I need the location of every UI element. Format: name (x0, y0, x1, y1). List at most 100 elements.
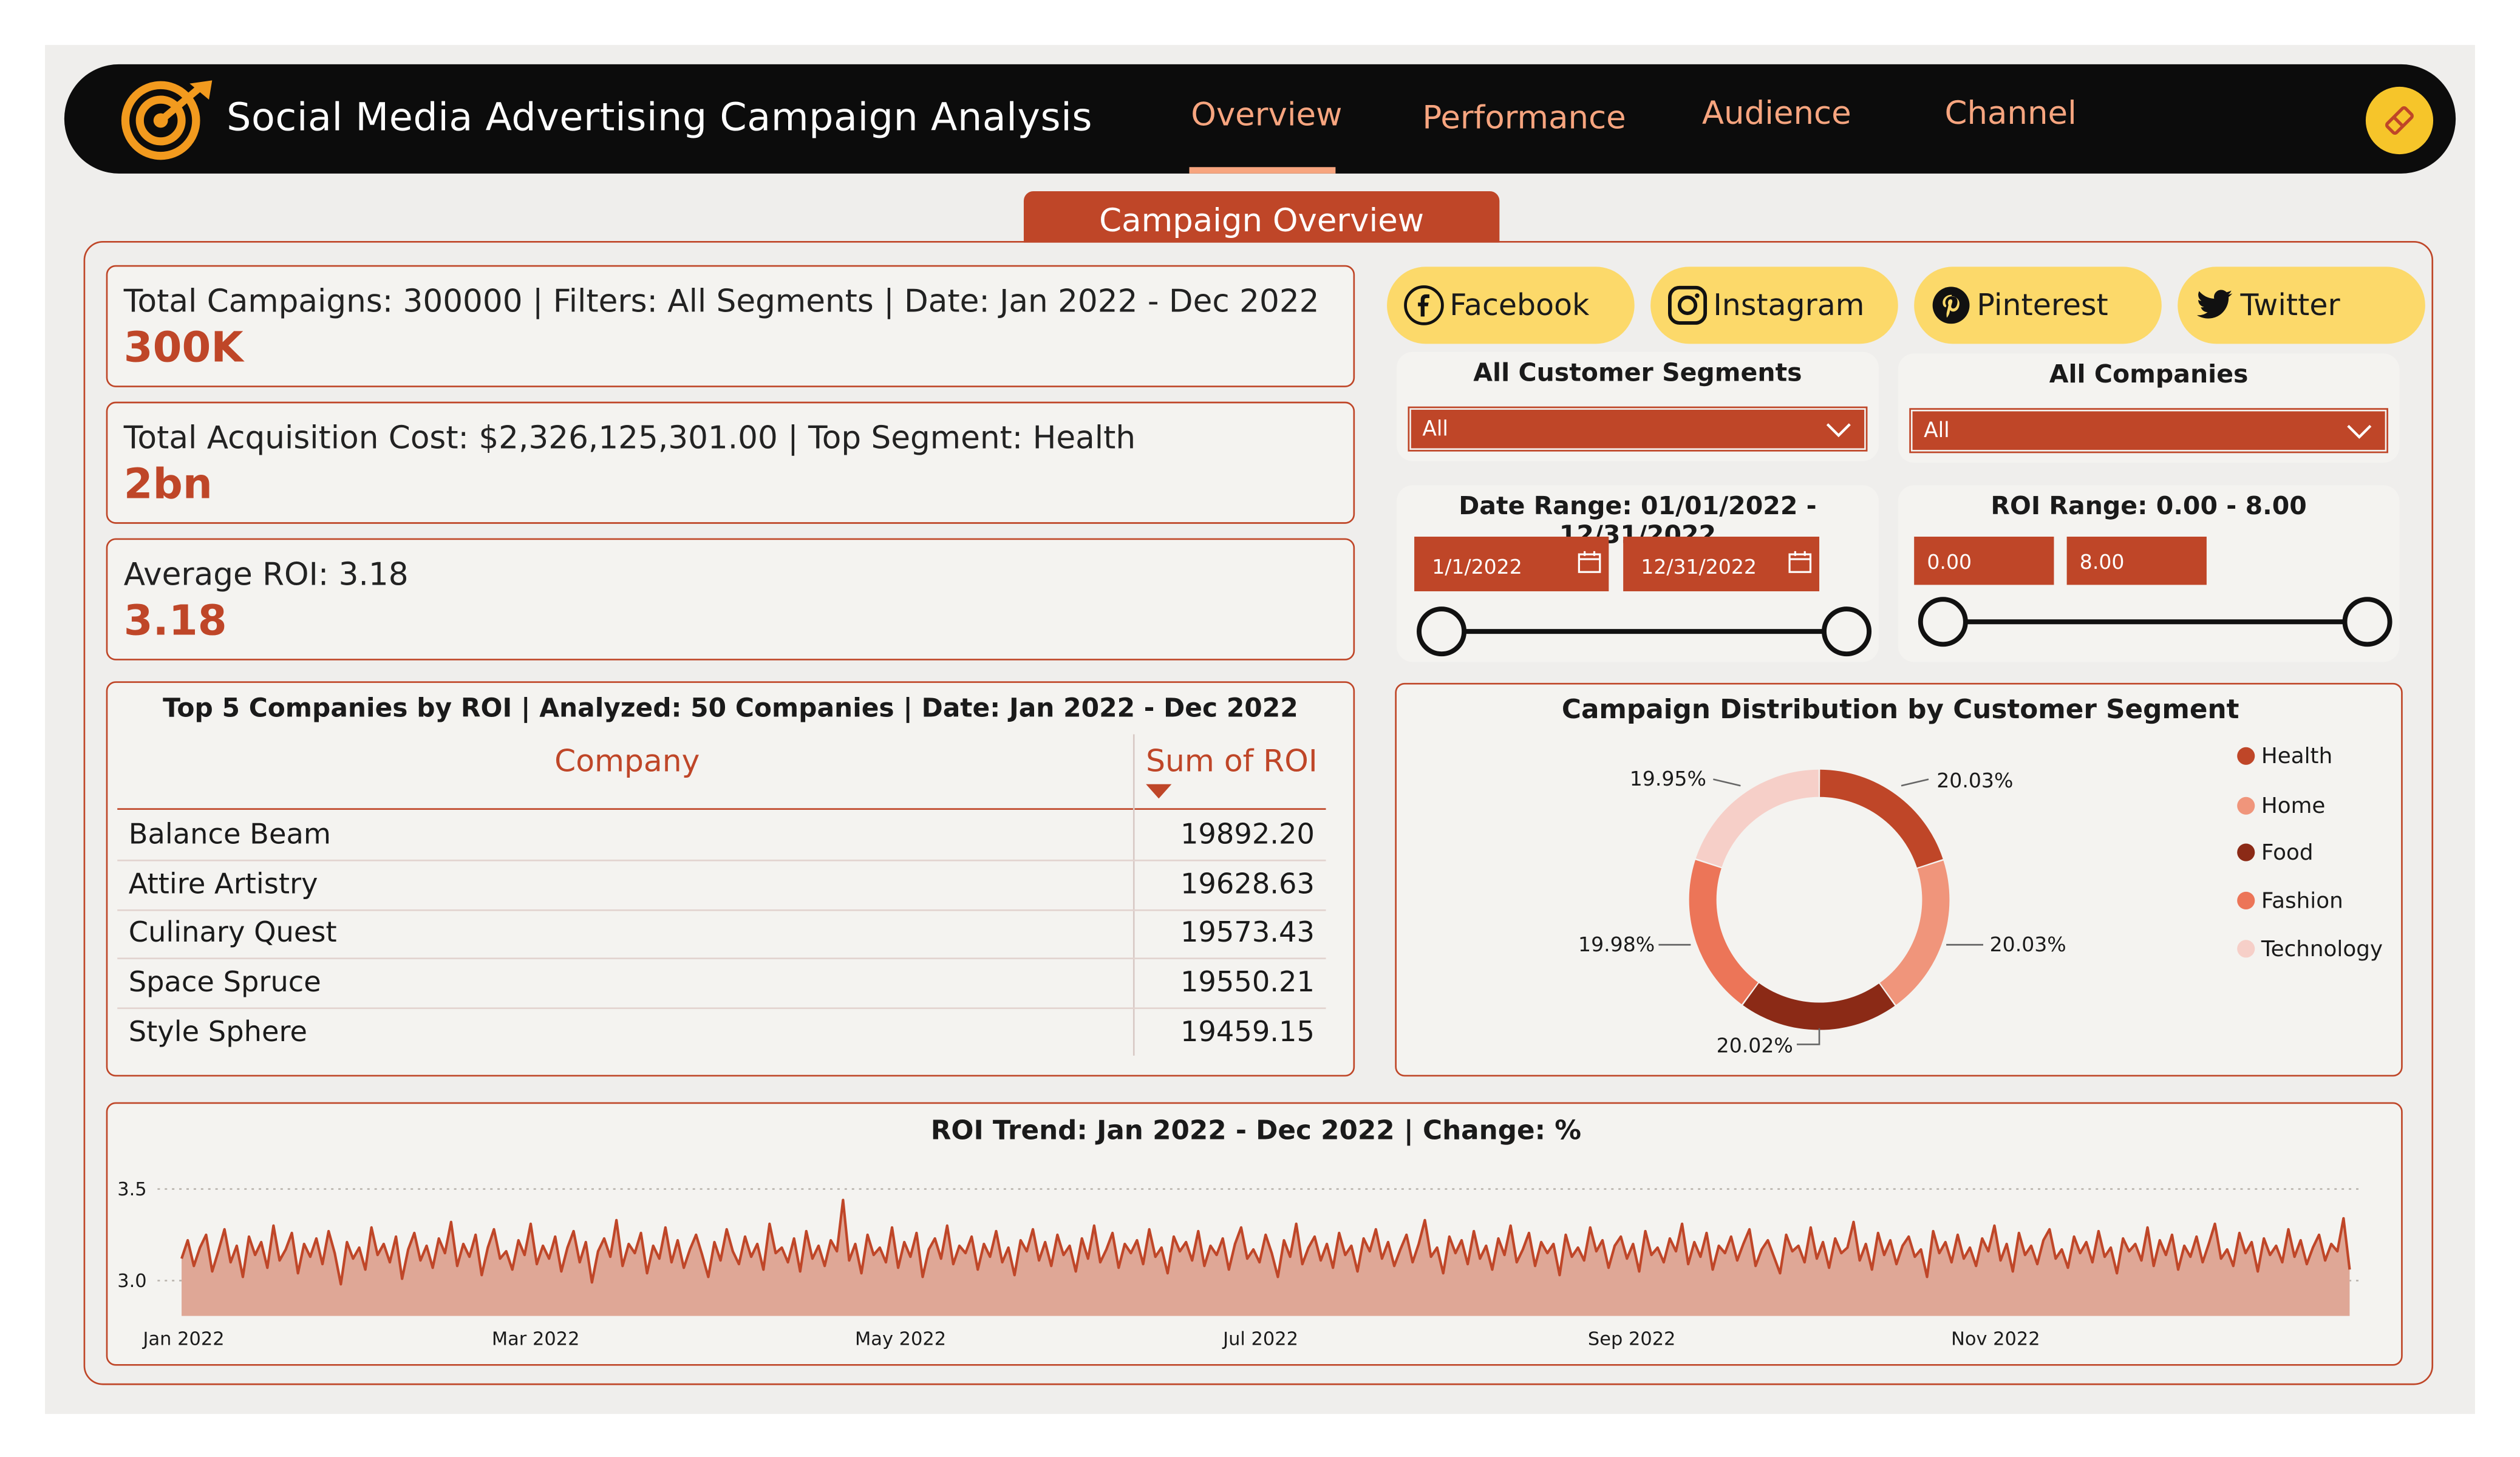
instagram-label: Instagram (1713, 288, 1865, 322)
companies-dropdown-value: All (1924, 419, 1950, 444)
end-date-input[interactable]: 12/31/2022 (1623, 536, 1820, 591)
roi-range-panel: ROI Range: 0.00 - 8.00 0.00 8.00 (1898, 485, 2400, 662)
legend-dot (2237, 796, 2255, 815)
tab-audience[interactable]: Audience (1701, 93, 1851, 132)
donut-slice-home[interactable] (1879, 860, 1950, 1005)
kpi-card-average-roi: Average ROI: 3.18 3.18 (106, 538, 1355, 661)
legend-item-fashion[interactable]: Fashion (2237, 889, 2343, 914)
roi-slider-max-handle[interactable] (2342, 597, 2392, 647)
twitter-icon (2197, 290, 2233, 319)
kpi-value: 2bn (123, 461, 213, 509)
table-row[interactable]: Space Spruce 19550.21 (117, 959, 1326, 1010)
tab-channel[interactable]: Channel (1944, 93, 2077, 132)
pct-label-home: 20.03% (1989, 932, 2066, 956)
roi-trend-chart (157, 1188, 2363, 1316)
leader-line (1901, 778, 1929, 787)
tab-overview[interactable]: Overview (1191, 95, 1343, 134)
table-row[interactable]: Culinary Quest 19573.43 (117, 909, 1326, 960)
company-cell: Balance Beam (128, 819, 331, 852)
legend-item-home[interactable]: Home (2237, 793, 2325, 820)
table-row[interactable]: Attire Artistry 19628.63 (117, 861, 1326, 911)
leader-line (1713, 778, 1741, 787)
legend-item-food[interactable]: Food (2237, 840, 2314, 866)
roi-area (182, 1200, 2350, 1316)
pct-label-fashion: 19.98% (1578, 932, 1655, 956)
campaign-overview-tab: Campaign Overview (1023, 191, 1500, 243)
roi-line (180, 1198, 2351, 1286)
chevron-down-icon (2347, 424, 2372, 439)
leader-line (1796, 1028, 1820, 1045)
calendar-icon (1578, 551, 1601, 573)
company-cell: Space Spruce (128, 967, 321, 1000)
legend-dot (2237, 891, 2255, 910)
roi-cell: 19628.63 (1180, 869, 1315, 902)
sort-descending-icon[interactable] (1146, 784, 1172, 799)
companies-filter-panel: All Companies All (1898, 353, 2400, 463)
twitter-button[interactable]: Twitter (2178, 267, 2425, 344)
column-header-company[interactable]: Company (554, 744, 700, 779)
donut-slice-technology[interactable] (1695, 769, 1819, 868)
roi-max-input[interactable]: 8.00 (2066, 536, 2207, 585)
target-logo-icon (116, 80, 216, 160)
legend-label: Food (2261, 840, 2314, 866)
eraser-button[interactable] (2365, 86, 2434, 155)
kpi-card-campaigns: Total Campaigns: 300000 | Filters: All S… (106, 265, 1355, 387)
legend-label: Fashion (2261, 888, 2343, 914)
legend-item-health[interactable]: Health (2237, 744, 2333, 770)
active-tab-indicator (1189, 167, 1336, 174)
kpi-value: 3.18 (123, 597, 227, 646)
start-date-input[interactable]: 1/1/2022 (1414, 536, 1609, 591)
donut-slice-health[interactable] (1820, 769, 1943, 868)
donut-chart (1658, 769, 1984, 1045)
legend-item-technology[interactable]: Technology (2237, 937, 2383, 962)
companies-dropdown[interactable]: All (1909, 408, 2388, 453)
legend-dot (2237, 843, 2255, 861)
pinterest-icon (1932, 287, 1970, 324)
roi-cell: 19459.15 (1180, 1017, 1315, 1050)
roi-trend-title: ROI Trend: Jan 2022 - Dec 2022 | Change:… (930, 1115, 1582, 1146)
facebook-button[interactable]: Facebook (1387, 267, 1635, 344)
pinterest-label: Pinterest (1977, 288, 2108, 322)
table-row[interactable]: Style Sphere 19459.15 (117, 1009, 1326, 1057)
legend-dot (2237, 747, 2255, 765)
twitter-label: Twitter (2240, 288, 2340, 322)
tab-performance[interactable]: Performance (1422, 98, 1626, 137)
column-header-sum-of-roi[interactable]: Sum of ROI (1146, 744, 1318, 779)
roi-min-input[interactable]: 0.00 (1914, 536, 2054, 585)
pct-label-health: 20.03% (1936, 768, 2014, 792)
segments-dropdown-value: All (1422, 418, 1448, 442)
kpi-label: Average ROI: 3.18 (123, 555, 409, 593)
roi-min-value: 0.00 (1927, 549, 1972, 574)
company-cell: Culinary Quest (128, 917, 337, 950)
x-tick-label: Mar 2022 (491, 1327, 580, 1350)
content-frame (83, 241, 2434, 1385)
company-cell: Style Sphere (128, 1017, 307, 1050)
legend-label: Health (2261, 744, 2333, 770)
y-tick-label: 3.0 (117, 1269, 147, 1292)
pct-label-technology: 19.95% (1629, 766, 1706, 791)
company-cell: Attire Artistry (128, 869, 318, 902)
app-title: Social Media Advertising Campaign Analys… (226, 95, 1092, 140)
date-range-slider[interactable] (1412, 604, 1879, 662)
date-slider-max-handle[interactable] (1822, 606, 1872, 657)
companies-filter-title: All Companies (2049, 359, 2249, 389)
donut-slice-food[interactable] (1743, 983, 1895, 1030)
instagram-button[interactable]: Instagram (1650, 267, 1898, 344)
roi-cell: 19550.21 (1180, 967, 1315, 1000)
donut-chart-title: Campaign Distribution by Customer Segmen… (1561, 694, 2239, 725)
pinterest-button[interactable]: Pinterest (1914, 267, 2162, 344)
table-row[interactable]: Balance Beam 19892.20 (117, 812, 1326, 861)
end-date-value: 12/31/2022 (1641, 554, 1757, 579)
roi-range-slider[interactable] (1914, 594, 2399, 652)
date-slider-min-handle[interactable] (1417, 606, 1467, 657)
segments-dropdown[interactable]: All (1408, 406, 1868, 452)
app-header (64, 64, 2456, 174)
facebook-icon (1404, 285, 1444, 325)
roi-slider-min-handle[interactable] (1918, 597, 1968, 647)
roi-range-title: ROI Range: 0.00 - 8.00 (1990, 491, 2307, 521)
x-tick-label: May 2022 (855, 1327, 947, 1350)
y-tick-label: 3.5 (117, 1178, 147, 1201)
donut-slice-fashion[interactable] (1689, 860, 1759, 1005)
x-tick-label: Sep 2022 (1587, 1327, 1676, 1350)
